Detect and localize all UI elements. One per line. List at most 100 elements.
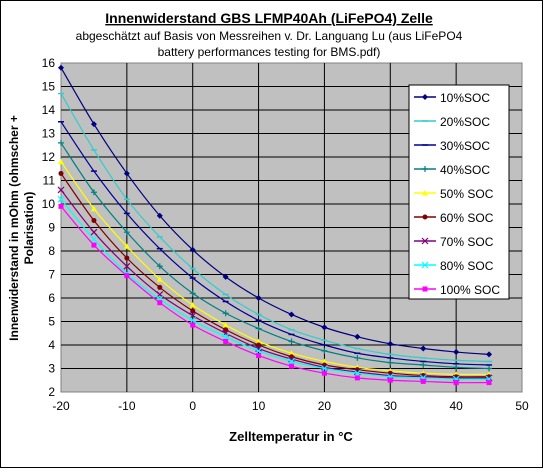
- y-tick-label: 11: [43, 174, 56, 188]
- data-point: [123, 170, 130, 177]
- y-tick-label: 7: [48, 268, 55, 282]
- x-tick-label: 0: [189, 399, 196, 413]
- data-point: [57, 195, 65, 203]
- data-point: [353, 369, 361, 377]
- data-point: [58, 170, 64, 176]
- data-point: [288, 338, 295, 345]
- data-point: [387, 377, 393, 383]
- data-point: [486, 380, 492, 386]
- data-point: [486, 351, 493, 358]
- data-point: [321, 347, 328, 354]
- y-tick-label: 9: [48, 221, 55, 235]
- data-point: [90, 235, 98, 243]
- y-tick-label: 5: [48, 315, 55, 329]
- data-point: [124, 273, 130, 279]
- x-tick-label: 50: [515, 399, 529, 413]
- chart-subtitle-line2: battery performances testing for BMS.pdf…: [158, 45, 381, 59]
- legend-label: 10%SOC: [440, 91, 490, 105]
- y-tick-label: 10: [42, 197, 56, 211]
- data-point: [91, 242, 97, 248]
- data-point: [222, 322, 229, 328]
- x-tick-label: 40: [449, 399, 463, 413]
- data-point: [321, 370, 327, 376]
- data-point: [157, 284, 163, 290]
- data-point: [256, 342, 262, 348]
- series-line: [60, 161, 490, 376]
- data-point: [189, 246, 196, 253]
- series-3: [58, 139, 493, 372]
- legend-marker: [422, 166, 428, 172]
- data-point: [420, 378, 426, 384]
- y-tick-label: 8: [48, 244, 55, 258]
- data-point: [156, 263, 163, 270]
- y-tick-label: 6: [48, 291, 55, 305]
- y-tick-label: 15: [42, 80, 56, 94]
- data-point: [123, 262, 131, 270]
- legend-label: 20%SOC: [440, 115, 490, 129]
- data-point: [90, 205, 97, 212]
- data-point: [57, 186, 65, 194]
- legend-marker: [422, 214, 428, 220]
- data-point: [255, 295, 262, 301]
- data-point: [420, 361, 427, 368]
- data-point: [321, 358, 328, 364]
- y-tick-label: 12: [42, 150, 56, 164]
- x-tick-label: -20: [52, 399, 70, 413]
- data-point: [354, 354, 361, 361]
- series-6: [57, 186, 493, 382]
- y-tick-label: 4: [48, 338, 55, 352]
- data-point: [256, 353, 262, 359]
- series-8: [58, 203, 492, 386]
- x-axis-label: Zelltemperatur in °C: [229, 429, 353, 444]
- x-tick-label: -10: [118, 399, 136, 413]
- data-point: [420, 345, 427, 352]
- data-point: [255, 325, 262, 332]
- data-point: [452, 374, 460, 382]
- data-point: [58, 158, 64, 165]
- y-tick-label: 14: [42, 103, 56, 117]
- data-point: [288, 311, 295, 318]
- series-layer: [57, 64, 493, 386]
- data-point: [123, 243, 130, 249]
- legend-label: 70% SOC: [440, 235, 494, 249]
- legend: 10%SOC 20%SOC 30%SOC 40%SOC 50% SOC 60% SOC 70…: [408, 84, 510, 300]
- data-point: [354, 333, 361, 340]
- data-point: [91, 217, 97, 223]
- data-point: [386, 372, 394, 379]
- data-point: [321, 365, 328, 372]
- data-point: [189, 290, 196, 297]
- x-tick-label: 10: [252, 399, 266, 413]
- series-2: [58, 121, 493, 366]
- data-point: [190, 308, 196, 314]
- data-point: [222, 333, 230, 341]
- data-point: [288, 358, 295, 365]
- legend-label: 60% SOC: [440, 211, 494, 225]
- y-tick-label: 13: [42, 127, 56, 141]
- legend-marker: [422, 286, 428, 292]
- data-point: [485, 374, 493, 382]
- data-point: [58, 64, 64, 71]
- data-point: [156, 212, 163, 219]
- legend-marker: [421, 237, 429, 245]
- y-axis-label-line2: Polarisation): [22, 192, 36, 265]
- data-point: [354, 375, 360, 381]
- data-point: [58, 203, 64, 209]
- axis-tick-labels: 2 3 4 5 6 7 8 9 10 11 12 13 14 15 16 -20 -10 0 10 20 30 40 50: [42, 56, 529, 413]
- data-point: [222, 273, 229, 280]
- data-point: [189, 302, 196, 308]
- data-point: [486, 365, 493, 372]
- data-point: [157, 300, 163, 306]
- data-point: [58, 139, 64, 146]
- data-point: [90, 189, 97, 196]
- data-point: [289, 363, 294, 369]
- legend-marker: [422, 94, 428, 100]
- data-point: [223, 327, 229, 333]
- legend-marker: [421, 261, 429, 269]
- chart-subtitle-line1: abgeschätzt auf Basis von Messreihen v. …: [76, 29, 463, 43]
- data-point: [90, 121, 97, 128]
- chart-title: Innenwiderstand GBS LFMP40Ah (LiFePO4) Z…: [105, 10, 433, 26]
- data-point: [387, 340, 394, 347]
- data-point: [321, 324, 328, 331]
- legend-label: 30%SOC: [440, 139, 490, 153]
